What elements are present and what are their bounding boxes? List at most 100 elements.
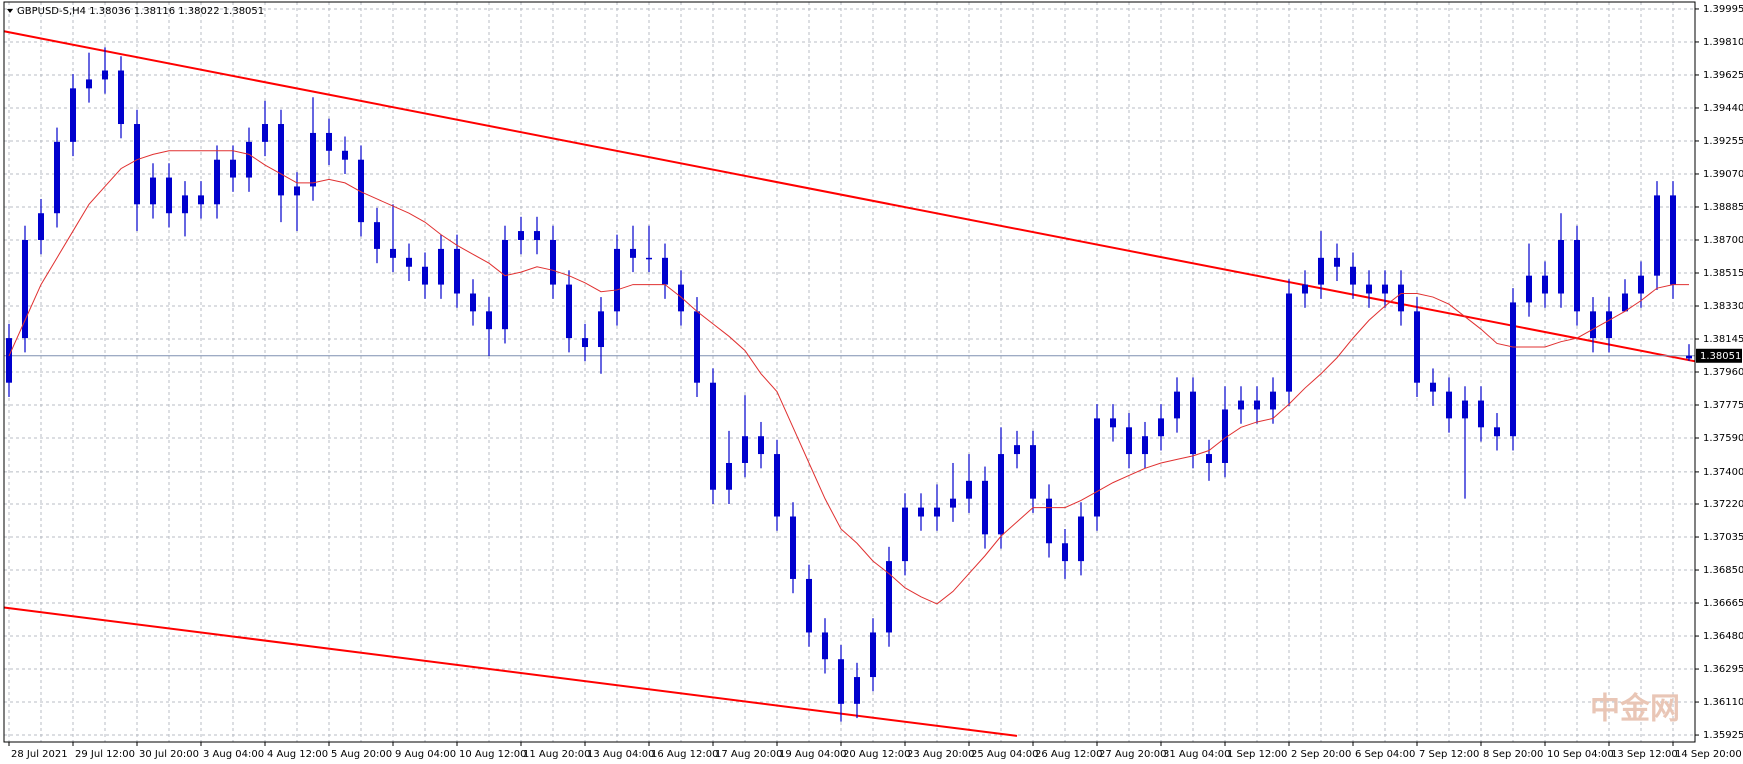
candle-body (70, 88, 76, 142)
candle-body (1430, 382, 1436, 392)
chart-title: GBPUSD-S,H4 1.38036 1.38116 1.38022 1.38… (17, 6, 264, 17)
candle-body (102, 70, 108, 80)
y-tick-label: 1.39625 (1703, 70, 1743, 81)
x-tick-label: 8 Sep 20:00 (1483, 749, 1543, 760)
candle-body (566, 284, 572, 339)
candle-body (1622, 293, 1628, 312)
candle-body (326, 132, 332, 151)
candle-body (1110, 418, 1116, 428)
candle-body (1046, 498, 1052, 544)
candle-body (1142, 436, 1148, 455)
moving-average (8, 150, 1689, 605)
candle-body (1366, 284, 1372, 294)
x-tick-label: 28 Jul 2021 (11, 749, 68, 760)
candle-body (406, 257, 412, 267)
candle-body (918, 507, 924, 517)
candle-body (1190, 391, 1196, 455)
y-tick-label: 1.38885 (1703, 202, 1743, 213)
candle-body (1238, 400, 1244, 410)
y-tick-label: 1.37775 (1703, 400, 1743, 411)
candle-body (214, 159, 220, 205)
candle-body (1542, 275, 1548, 294)
candle-body (902, 507, 908, 562)
candle-body (1222, 409, 1228, 463)
x-tick-label: 2 Sep 20:00 (1291, 749, 1351, 760)
y-tick-label: 1.37035 (1703, 532, 1743, 543)
candle-body (1510, 302, 1516, 437)
trend-line (3, 606, 1018, 737)
candle-body (1462, 400, 1468, 419)
candle-body (662, 257, 668, 285)
x-tick-label: 23 Aug 20:00 (907, 749, 974, 760)
candle-body (246, 141, 252, 178)
x-tick-label: 13 Sep 12:00 (1611, 749, 1678, 760)
candle-body (774, 454, 780, 517)
candle-body (630, 248, 636, 258)
candle-body (1350, 266, 1356, 285)
y-tick-label: 1.37590 (1703, 433, 1743, 444)
y-tick-label: 1.37400 (1703, 467, 1743, 478)
candle-body (870, 632, 876, 678)
candle-body (1126, 427, 1132, 455)
candle-body (1254, 400, 1260, 410)
x-tick-label: 20 Aug 12:00 (843, 749, 910, 760)
candle-body (134, 124, 140, 205)
candle-body (374, 222, 380, 249)
candle-body (726, 462, 732, 490)
x-tick-label: 4 Aug 12:00 (267, 749, 328, 760)
candle-body (166, 177, 172, 214)
candle-body (982, 480, 988, 535)
candle-body (22, 239, 28, 339)
candle-body (1478, 400, 1484, 428)
candle-body (1590, 311, 1596, 339)
y-tick-label: 1.38515 (1703, 268, 1743, 279)
marks (3, 30, 1696, 737)
candle-body (934, 507, 940, 517)
candle-body (230, 159, 236, 178)
candle-body (1062, 543, 1068, 562)
candle-body (1670, 195, 1676, 285)
candle-body (678, 284, 684, 312)
candle-body (694, 311, 700, 383)
candle-body (1302, 284, 1308, 294)
candle-body (342, 150, 348, 160)
y-tick-label: 1.37220 (1703, 499, 1743, 510)
candle-body (38, 213, 44, 240)
y-tick-label: 1.39070 (1703, 169, 1743, 180)
candle-body (358, 159, 364, 223)
candle-body (1270, 391, 1276, 410)
candle-body (1174, 391, 1180, 419)
candle-body (502, 239, 508, 330)
candle-body (822, 632, 828, 660)
x-tick-label: 19 Aug 04:00 (779, 749, 846, 760)
candle-body (150, 177, 156, 205)
candle-body (1558, 239, 1564, 294)
candle-body (582, 338, 588, 348)
candle-body (1654, 195, 1660, 276)
x-tick-label: 9 Aug 04:00 (395, 749, 456, 760)
candle-body (998, 454, 1004, 535)
y-tick-label: 1.35925 (1703, 730, 1743, 741)
candle-body (886, 561, 892, 633)
candle-body (758, 436, 764, 455)
y-tick-label: 1.37960 (1703, 367, 1743, 378)
candle-body (1334, 257, 1340, 267)
candle-body (1094, 418, 1100, 517)
candle-body (278, 124, 284, 196)
candle-body (1318, 257, 1324, 285)
candle-body (742, 436, 748, 463)
x-tick-label: 14 Sep 20:00 (1675, 749, 1742, 760)
y-tick-label: 1.39255 (1703, 136, 1743, 147)
x-tick-label: 29 Jul 12:00 (75, 749, 135, 760)
x-tick-label: 26 Aug 12:00 (1035, 749, 1102, 760)
candle-body (966, 480, 972, 499)
watermark: 中金网 (1590, 692, 1680, 727)
candle-body (790, 516, 796, 579)
candle-body (1446, 391, 1452, 419)
candle-body (1606, 311, 1612, 339)
candle-body (390, 248, 396, 258)
x-tick-label: 31 Aug 04:00 (1163, 749, 1230, 760)
x-tick-label: 11 Aug 20:00 (523, 749, 590, 760)
candle-body (438, 248, 444, 285)
